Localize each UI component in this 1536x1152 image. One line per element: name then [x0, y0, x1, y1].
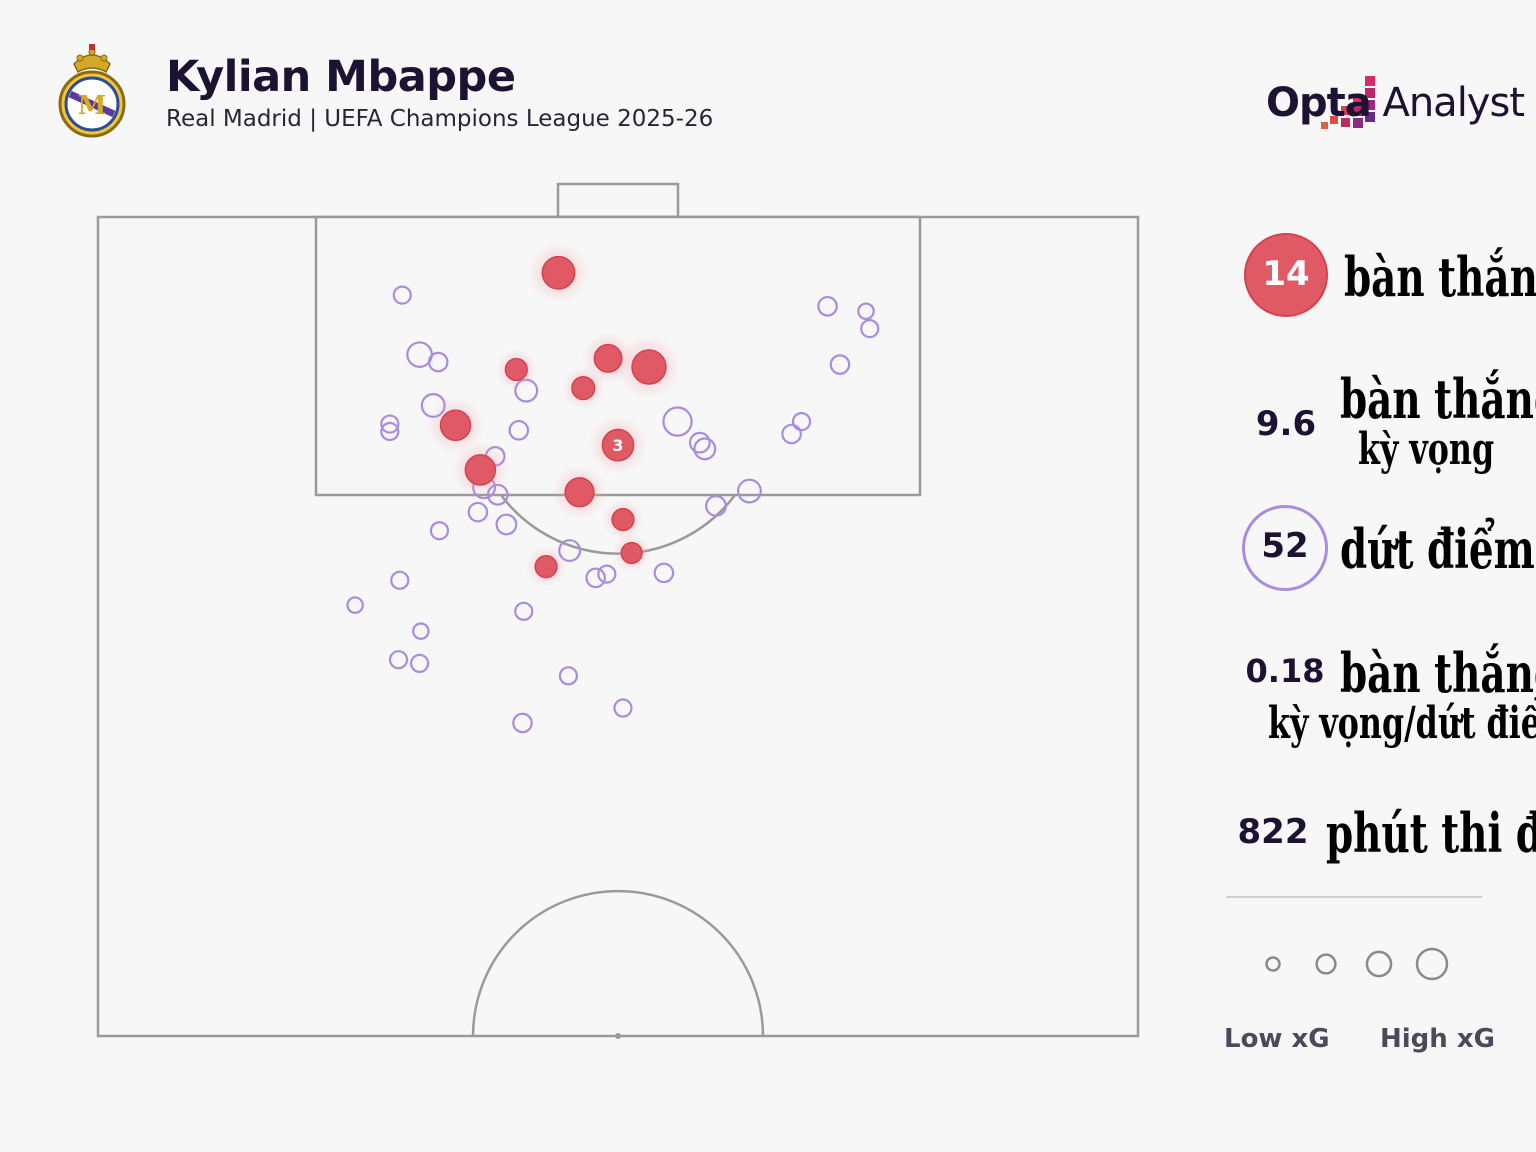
shot-point — [512, 712, 533, 734]
pitch-lines — [96, 182, 1140, 1038]
shot-point — [558, 539, 582, 563]
shot-point — [346, 596, 364, 614]
shot-point — [736, 478, 762, 504]
goal — [556, 182, 680, 219]
shot-point — [412, 622, 430, 640]
shot-point — [829, 354, 851, 375]
shot-point — [613, 698, 633, 718]
shots-badge — [1242, 505, 1328, 591]
xg-size-legend — [1265, 947, 1449, 981]
goal-shot-point — [464, 454, 497, 486]
svg-text:M: M — [78, 91, 107, 121]
xg-per-shot-label-line1: bàn thắng — [1340, 641, 1536, 705]
goals-value: 14 — [1262, 254, 1310, 294]
shot-point — [817, 295, 838, 317]
shot-point — [653, 562, 675, 584]
legend-high-label: High xG — [1380, 1024, 1495, 1054]
shot-point — [705, 495, 727, 517]
brand-wordmark: Opta Analyst — [1266, 80, 1525, 126]
shot-point — [392, 285, 412, 305]
legend-circle — [1315, 953, 1337, 975]
goal-shot-point — [534, 555, 558, 579]
shot-point — [467, 501, 489, 523]
brand-light: Analyst — [1382, 80, 1525, 126]
shot-point — [688, 431, 711, 454]
legend-circle — [1415, 947, 1449, 981]
xg-per-shot-label-line2: kỳ vọng/dứt điểm — [1268, 698, 1536, 749]
shot-point — [380, 421, 400, 442]
shot-point — [427, 351, 449, 373]
shot-point — [558, 666, 579, 686]
minutes-value: 822 — [1237, 812, 1309, 852]
page-subtitle: Real Madrid | UEFA Champions League 2025… — [166, 106, 714, 132]
real-madrid-crest-icon: M — [58, 44, 126, 138]
shot-point — [791, 411, 812, 432]
shot-point — [860, 318, 880, 339]
shot-point — [597, 564, 617, 584]
shot-point — [662, 406, 693, 437]
brand-bold: Opta — [1266, 80, 1372, 126]
xg-value: 9.6 — [1255, 404, 1317, 444]
goal-shot-point — [601, 428, 635, 462]
goal-shot-point — [593, 343, 623, 373]
centre-circle — [471, 889, 765, 1037]
goal-shot-point — [620, 541, 643, 565]
centre-spot — [615, 1033, 621, 1039]
goal-shot-point — [571, 376, 596, 401]
legend-circle — [1265, 956, 1281, 972]
shot-point — [409, 653, 430, 674]
shots-value: 52 — [1261, 526, 1309, 566]
shot-point — [857, 302, 875, 321]
legend-circles — [1265, 947, 1449, 981]
xg-label-line2: kỳ vọng — [1358, 424, 1495, 475]
shot-point — [495, 513, 518, 536]
goal-shot-point — [541, 255, 576, 290]
shot-point — [390, 570, 410, 590]
goal-shot-point — [611, 507, 635, 532]
goal-shot-point — [631, 349, 667, 385]
goal-shot-point — [439, 409, 472, 442]
shot-point — [781, 423, 802, 445]
shot-point — [429, 521, 450, 541]
shot-point — [585, 567, 606, 589]
shot-point — [508, 419, 530, 441]
goal-shot-point — [504, 357, 528, 382]
minutes-label: phút thi đấu — [1326, 801, 1536, 865]
goal-shot-point — [564, 477, 595, 508]
legend-low-label: Low xG — [1224, 1024, 1330, 1054]
goals-label: bàn thắng — [1344, 245, 1536, 309]
opta-analyst-logo — [1321, 76, 1375, 129]
xg-per-shot-value: 0.18 — [1245, 652, 1325, 690]
shot-point — [693, 437, 717, 461]
page-title: Kylian Mbappe — [166, 52, 516, 102]
legend-circle — [1365, 950, 1393, 978]
goal-count-label: 3 — [612, 436, 623, 455]
shots-layer: 3 — [346, 242, 880, 734]
shots-label: dứt điểm — [1340, 517, 1535, 581]
xg-label-line1: bàn thắng — [1340, 367, 1536, 431]
goals-badge — [1244, 233, 1328, 317]
panel-divider — [1226, 896, 1482, 898]
shot-point — [514, 601, 534, 621]
shot-point — [380, 414, 400, 434]
shot-point — [388, 650, 409, 670]
